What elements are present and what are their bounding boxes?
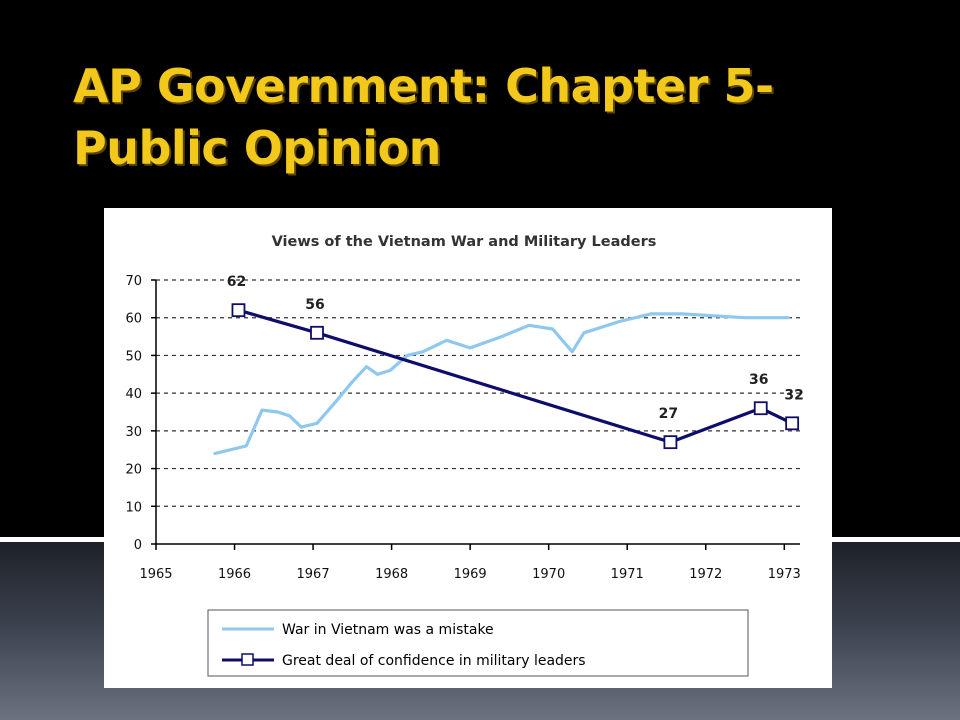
slide-title: AP Government: Chapter 5- Public Opinion	[73, 55, 933, 179]
x-tick-label-1972: 1972	[689, 567, 722, 582]
y-axis-ticks: 0 10 20 30 40 50 60 70	[125, 274, 156, 553]
x-tick-label-1973: 1973	[768, 567, 801, 582]
data-point-confidence-36	[753, 401, 768, 416]
y-tick-label-30: 30	[125, 425, 142, 440]
y-tick-label-20: 20	[125, 463, 142, 478]
x-tick-label-1970: 1970	[532, 567, 565, 582]
data-label-confidence-27: 27	[659, 406, 678, 422]
line-chart: Views of the Vietnam War and Military Le…	[125, 234, 804, 677]
series-line-mistake	[213, 312, 790, 456]
data-point-confidence-56	[310, 325, 324, 340]
chart-legend: War in Vietnam was a mistake Great deal …	[207, 609, 749, 677]
x-tick-label-1971: 1971	[611, 567, 644, 582]
legend-label-confidence: Great deal of confidence in military lea…	[282, 653, 586, 669]
legend-marker-confidence	[241, 653, 254, 666]
slide-title-line-2: Public Opinion	[73, 121, 441, 175]
y-tick-label-50: 50	[125, 349, 142, 364]
chart-series	[213, 303, 800, 456]
chart-title: Views of the Vietnam War and Military Le…	[272, 234, 657, 250]
x-tick-label-1965: 1965	[139, 567, 172, 582]
data-point-confidence-62	[231, 303, 246, 318]
legend-label-mistake: War in Vietnam was a mistake	[282, 622, 494, 638]
y-tick-label-0: 0	[134, 538, 142, 553]
y-tick-label-40: 40	[125, 387, 142, 402]
x-tick-label-1968: 1968	[375, 567, 408, 582]
legend-box	[207, 609, 749, 677]
x-tick-label-1969: 1969	[454, 567, 487, 582]
data-point-confidence-27	[663, 435, 678, 450]
data-point-confidence-32	[785, 416, 800, 431]
chart-panel: Views of the Vietnam War and Military Le…	[104, 208, 832, 688]
data-label-confidence-56: 56	[305, 297, 324, 313]
x-axis-ticks: 1965 1966 1967 1968 1969 1970 1971 1972 1973	[139, 544, 801, 582]
y-tick-label-60: 60	[125, 312, 142, 327]
chart-gridlines	[156, 279, 800, 507]
x-tick-label-1966: 1966	[218, 567, 251, 582]
slide-title-line-1: AP Government: Chapter 5-	[73, 59, 774, 113]
data-label-confidence-32: 32	[784, 387, 803, 403]
chart-data-labels: 62 56 27 36 32	[227, 274, 804, 422]
x-tick-label-1967: 1967	[297, 567, 330, 582]
data-label-confidence-62: 62	[227, 274, 246, 290]
y-tick-label-70: 70	[125, 274, 142, 289]
y-tick-label-10: 10	[125, 500, 142, 515]
data-label-confidence-36: 36	[749, 372, 768, 388]
